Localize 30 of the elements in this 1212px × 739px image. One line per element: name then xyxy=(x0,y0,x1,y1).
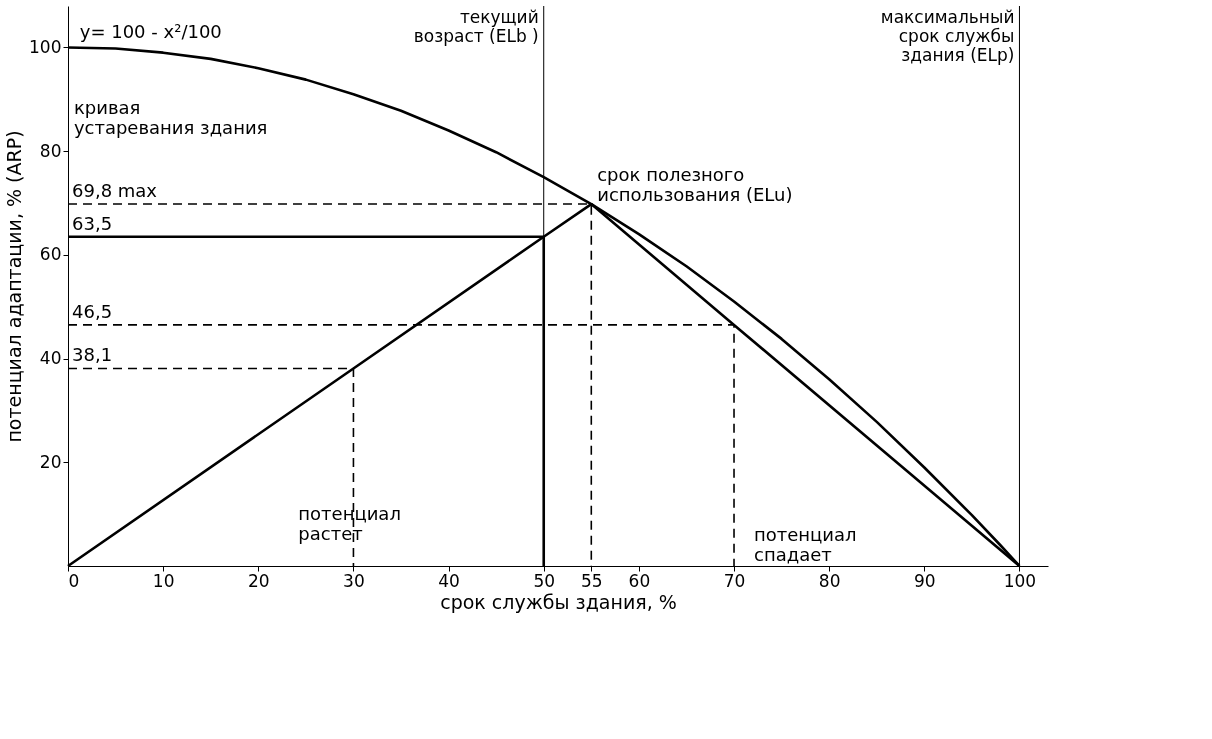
x-axis-title: срок службы здания, % xyxy=(440,590,677,613)
x-tick-label: 90 xyxy=(913,570,936,591)
x-tick-label: 10 xyxy=(152,570,175,591)
annotation: 38,1 xyxy=(72,344,113,366)
annotation: 63,5 xyxy=(72,212,113,234)
y-tick-label: 40 xyxy=(39,348,62,369)
annotation: потенциал спадает xyxy=(754,523,857,565)
x-tick-label: 80 xyxy=(818,570,841,591)
annotation: y= 100 - x²/100 xyxy=(79,21,222,43)
y-tick-label: 80 xyxy=(39,140,62,161)
annotation: 46,5 xyxy=(72,300,113,322)
x-tick-label: 0 xyxy=(68,570,80,591)
annotation: кривая устаревания здания xyxy=(73,97,268,138)
x-tick-label: 30 xyxy=(343,570,365,591)
x-tick-label: 100 xyxy=(1003,570,1037,591)
x-tick-label: 70 xyxy=(723,570,746,591)
x-tick-label: 60 xyxy=(628,570,651,591)
y-tick-label: 20 xyxy=(39,451,62,472)
y-axis-title: потенциал адаптации, % (ARP) xyxy=(3,130,26,443)
y-tick-label: 100 xyxy=(29,36,62,57)
annotation: срок полезного использования (ELu) xyxy=(597,164,793,206)
x-tick-label: 55 xyxy=(580,570,603,591)
y-tick-label: 60 xyxy=(39,244,62,265)
annotation: 69,8 max xyxy=(72,180,158,202)
x-tick-label: 40 xyxy=(438,570,460,591)
ref-line-label: максимальный срок службы здания (ELp) xyxy=(880,7,1015,65)
x-tick-label: 50 xyxy=(533,570,556,591)
x-tick-label: 20 xyxy=(247,570,270,591)
ref-line-label: текущий возраст (ELb ) xyxy=(413,7,539,46)
annotation: потенциал растет xyxy=(298,503,401,544)
